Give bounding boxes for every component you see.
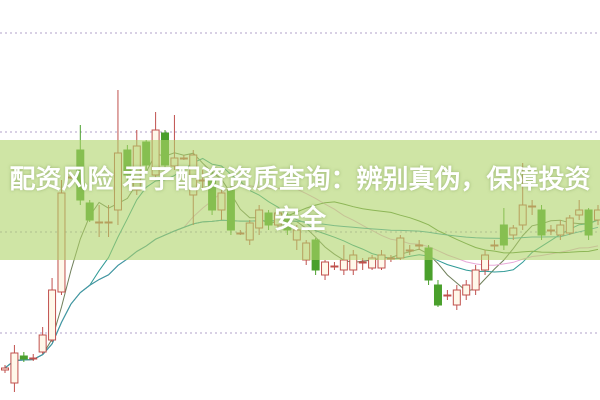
candle-body [48,289,57,341]
candle-body [321,261,330,276]
title-banner: 配资风险 君子配资资质查询：辨别真伪，保障投资安全 [0,140,600,260]
candle [462,280,471,300]
candle [452,285,461,310]
candle [38,327,47,354]
candle-body [330,265,339,268]
candle [471,265,480,295]
candle-body [339,259,348,271]
candle [1,365,9,373]
candle [433,280,442,307]
candle-body [10,352,19,384]
candle [29,354,38,361]
candle [10,345,19,392]
candle [321,260,330,280]
candle-body [19,355,28,360]
candle-body [443,294,452,297]
candle-body [433,284,442,306]
candle [330,262,339,270]
candle [19,352,28,362]
candle-body [29,357,38,360]
candle-body [471,269,480,291]
candle-body [38,334,47,353]
candle-body [452,289,461,306]
page-title: 配资风险 君子配资资质查询：辨别真伪，保障投资安全 [9,165,591,235]
candle [358,258,367,270]
candle [48,278,57,342]
candle-body [462,284,471,296]
candle-body [1,367,9,371]
candle-body [358,261,367,264]
candle [443,290,452,300]
